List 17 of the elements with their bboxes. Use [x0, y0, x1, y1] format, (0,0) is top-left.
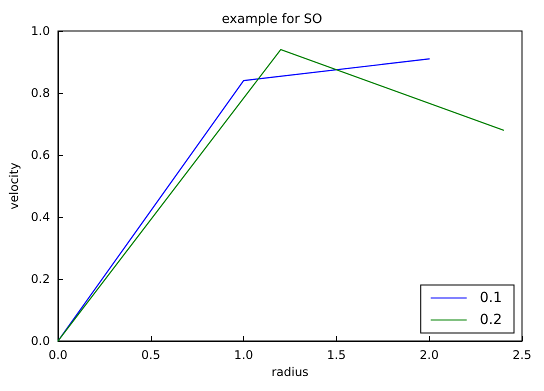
- y-tick-label: 0.2: [30, 272, 50, 286]
- legend-label: 0.2: [480, 312, 502, 328]
- y-axis-title: velocity: [7, 162, 22, 210]
- x-axis-title: radius: [271, 364, 309, 379]
- chart-title: example for SO: [222, 12, 322, 27]
- legend-label: 0.1: [480, 290, 502, 306]
- x-tick-label: 1.0: [234, 348, 254, 362]
- y-tick-label: 0.6: [30, 148, 50, 162]
- x-tick-label: 0.0: [48, 348, 68, 362]
- y-tick-label: 0.0: [30, 334, 50, 348]
- x-tick-label: 2.0: [420, 348, 439, 362]
- y-tick-label: 0.8: [30, 86, 50, 100]
- x-tick-label: 1.5: [326, 348, 346, 362]
- x-tick-label: 0.5: [141, 348, 160, 362]
- x-tick-label: 2.5: [512, 348, 532, 362]
- y-tick-label: 0.4: [30, 210, 50, 224]
- y-tick-label: 1.0: [30, 24, 50, 38]
